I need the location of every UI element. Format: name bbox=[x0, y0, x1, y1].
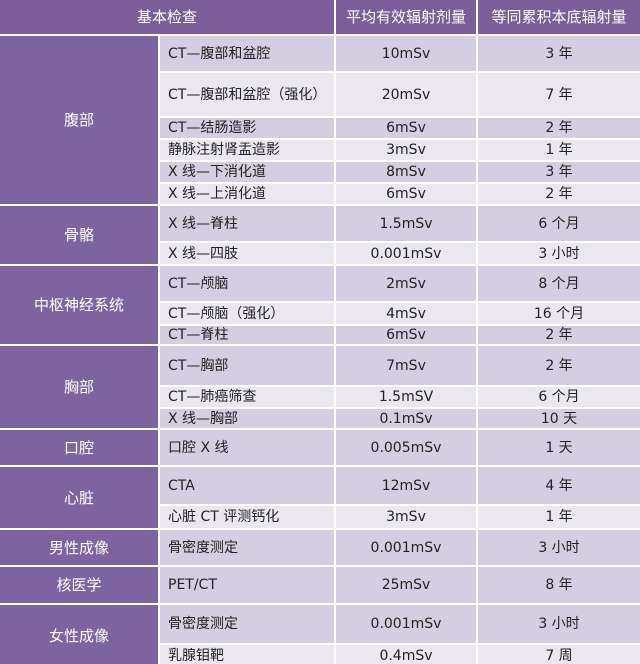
dose-cell: 0.1mSv bbox=[336, 409, 478, 430]
exam-cell: CT—颅脑（强化） bbox=[160, 303, 336, 326]
equivalent-cell: 7 周 bbox=[478, 645, 640, 664]
group-cell: 核医学 bbox=[0, 567, 160, 605]
equivalent-cell: 3 小时 bbox=[478, 243, 640, 266]
exam-cell: X 线—脊柱 bbox=[160, 206, 336, 243]
dose-cell: 10mSv bbox=[336, 36, 478, 73]
exam-cell: PET/CT bbox=[160, 567, 336, 605]
equivalent-cell: 7 年 bbox=[478, 73, 640, 118]
dose-cell: 6mSv bbox=[336, 118, 478, 140]
equivalent-cell: 16 个月 bbox=[478, 303, 640, 326]
dose-cell: 0.001mSv bbox=[336, 530, 478, 567]
header-cell: 平均有效辐射剂量 bbox=[336, 0, 478, 36]
equivalent-cell: 10 天 bbox=[478, 409, 640, 430]
dose-cell: 3mSv bbox=[336, 140, 478, 162]
exam-cell: CT—脊柱 bbox=[160, 326, 336, 346]
group-cell: 男性成像 bbox=[0, 530, 160, 567]
dose-cell: 1.5mSV bbox=[336, 387, 478, 409]
header-cell: 等同累积本底辐射量 bbox=[478, 0, 640, 36]
dose-cell: 3mSv bbox=[336, 506, 478, 530]
exam-cell: 口腔 X 线 bbox=[160, 430, 336, 467]
exam-cell: CTA bbox=[160, 467, 336, 506]
group-cell: 心脏 bbox=[0, 467, 160, 530]
exam-cell: X 线—上消化道 bbox=[160, 184, 336, 206]
dose-cell: 12mSv bbox=[336, 467, 478, 506]
equivalent-cell: 3 小时 bbox=[478, 530, 640, 567]
dose-cell: 7mSv bbox=[336, 346, 478, 387]
exam-cell: X 线—胸部 bbox=[160, 409, 336, 430]
exam-cell: 心脏 CT 评测钙化 bbox=[160, 506, 336, 530]
equivalent-cell: 6 个月 bbox=[478, 206, 640, 243]
equivalent-cell: 3 年 bbox=[478, 162, 640, 184]
exam-cell: CT—颅脑 bbox=[160, 266, 336, 303]
equivalent-cell: 6 个月 bbox=[478, 387, 640, 409]
dose-cell: 0.001mSv bbox=[336, 605, 478, 645]
equivalent-cell: 3 年 bbox=[478, 36, 640, 73]
equivalent-cell: 4 年 bbox=[478, 467, 640, 506]
dose-cell: 4mSv bbox=[336, 303, 478, 326]
equivalent-cell: 8 个月 bbox=[478, 266, 640, 303]
group-cell: 口腔 bbox=[0, 430, 160, 467]
dose-cell: 0.005mSv bbox=[336, 430, 478, 467]
dose-cell: 6mSv bbox=[336, 326, 478, 346]
group-cell: 中枢神经系统 bbox=[0, 266, 160, 346]
dose-cell: 8mSv bbox=[336, 162, 478, 184]
equivalent-cell: 1 天 bbox=[478, 430, 640, 467]
exam-cell: CT—肺癌筛查 bbox=[160, 387, 336, 409]
exam-cell: 乳腺钼靶 bbox=[160, 645, 336, 664]
exam-cell: X 线—四肢 bbox=[160, 243, 336, 266]
group-cell: 女性成像 bbox=[0, 605, 160, 664]
equivalent-cell: 1 年 bbox=[478, 506, 640, 530]
equivalent-cell: 8 年 bbox=[478, 567, 640, 605]
exam-cell: CT—胸部 bbox=[160, 346, 336, 387]
dose-cell: 6mSv bbox=[336, 184, 478, 206]
dose-cell: 0.4mSv bbox=[336, 645, 478, 664]
exam-cell: CT—结肠造影 bbox=[160, 118, 336, 140]
equivalent-cell: 2 年 bbox=[478, 326, 640, 346]
equivalent-cell: 1 年 bbox=[478, 140, 640, 162]
dose-cell: 25mSv bbox=[336, 567, 478, 605]
header-cell: 基本检查 bbox=[0, 0, 336, 36]
equivalent-cell: 3 小时 bbox=[478, 605, 640, 645]
exam-cell: 骨密度测定 bbox=[160, 605, 336, 645]
group-cell: 胸部 bbox=[0, 346, 160, 430]
equivalent-cell: 2 年 bbox=[478, 184, 640, 206]
group-cell: 腹部 bbox=[0, 36, 160, 206]
equivalent-cell: 2 年 bbox=[478, 118, 640, 140]
exam-cell: CT—腹部和盆腔 bbox=[160, 36, 336, 73]
group-cell: 骨骼 bbox=[0, 206, 160, 266]
exam-cell: 骨密度测定 bbox=[160, 530, 336, 567]
dose-cell: 0.001mSv bbox=[336, 243, 478, 266]
exam-cell: CT—腹部和盆腔（强化） bbox=[160, 73, 336, 118]
exam-cell: X 线—下消化道 bbox=[160, 162, 336, 184]
equivalent-cell: 2 年 bbox=[478, 346, 640, 387]
dose-cell: 20mSv bbox=[336, 73, 478, 118]
dose-cell: 1.5mSv bbox=[336, 206, 478, 243]
dose-cell: 2mSv bbox=[336, 266, 478, 303]
exam-cell: 静脉注射肾盂造影 bbox=[160, 140, 336, 162]
